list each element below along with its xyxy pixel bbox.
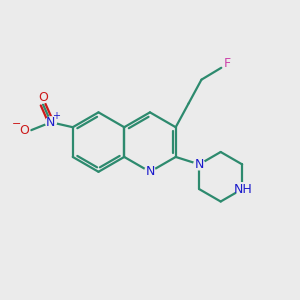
Text: O: O	[19, 124, 29, 137]
Circle shape	[236, 183, 249, 196]
Circle shape	[38, 92, 49, 103]
Text: −: −	[12, 119, 21, 129]
Text: +: +	[52, 111, 60, 121]
Text: O: O	[38, 91, 48, 104]
Text: F: F	[224, 57, 231, 70]
Circle shape	[19, 125, 30, 136]
Circle shape	[46, 117, 56, 128]
Text: N: N	[145, 165, 154, 178]
Text: N: N	[194, 158, 204, 171]
Circle shape	[194, 159, 205, 170]
Text: N: N	[45, 116, 55, 129]
Circle shape	[145, 166, 155, 177]
Text: NH: NH	[234, 183, 253, 196]
